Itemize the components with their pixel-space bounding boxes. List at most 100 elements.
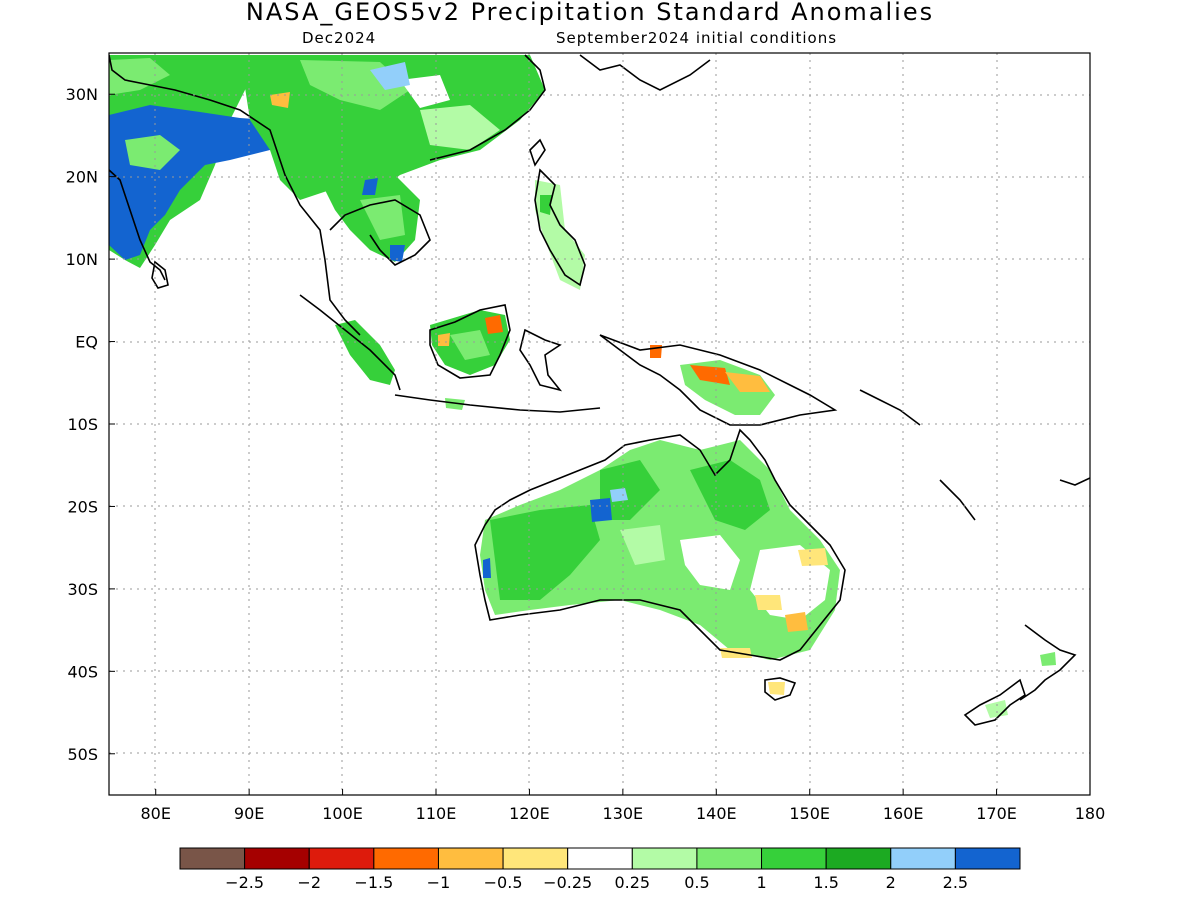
legend-swatch	[761, 847, 827, 870]
legend-swatch	[567, 847, 633, 870]
latitude-label: 30S	[67, 580, 98, 599]
legend-swatch	[437, 847, 504, 870]
legend-swatch	[373, 847, 439, 870]
coast-sri-lanka	[151, 260, 169, 289]
legend-swatch	[696, 847, 763, 870]
legend-label: −2	[297, 873, 321, 892]
anomaly-area	[540, 195, 552, 215]
anomaly-area	[600, 460, 660, 520]
coast-asia-mainland	[109, 54, 361, 336]
color-legend: −2.5 −2 −1.5 −1 −0.5 −0.25 0.25 0.5 1 1.5 2 2.5	[179, 847, 1021, 892]
anomaly-area	[798, 548, 828, 566]
legend-label: 2.5	[943, 873, 968, 892]
coast-borneo	[429, 304, 511, 379]
longitude-label: 170E	[976, 804, 1017, 823]
longitude-label: 180	[1075, 804, 1106, 823]
anomaly-area	[362, 178, 378, 195]
coast-java	[394, 394, 601, 413]
longitude-label: 150E	[789, 804, 830, 823]
legend-swatch	[244, 847, 310, 870]
coast-japan	[579, 54, 711, 91]
latitude-label: 10S	[67, 415, 98, 434]
forecast-month: Dec2024	[302, 29, 377, 47]
anomaly-area	[768, 682, 785, 695]
legend-label: 0.5	[684, 873, 709, 892]
anomaly-area	[450, 330, 490, 360]
anomaly-area	[690, 365, 730, 385]
anomaly-area	[400, 75, 450, 108]
coast-taiwan	[529, 138, 546, 167]
anomaly-area	[620, 525, 665, 565]
legend-swatch	[502, 847, 569, 870]
initial-conditions: September2024 initial conditions	[556, 29, 838, 47]
longitude-labels: 80E 90E 100E 110E 120E 130E 140E 150E 160E 170E 18…	[140, 804, 1105, 823]
coast-new-zealand-south	[963, 678, 1026, 726]
coast-sulawesi	[519, 328, 563, 392]
coast-tasmania	[764, 677, 797, 701]
map-title: NASA_GEOS5v2 Precipitation Standard Anom…	[245, 0, 935, 26]
anomaly-area	[370, 62, 410, 90]
legend-label: 1	[756, 873, 766, 892]
anomaly-area	[483, 558, 491, 578]
coast-sumatra	[299, 294, 401, 391]
anomaly-area	[125, 135, 180, 170]
longitude-label: 90E	[234, 804, 264, 823]
coast-solomons	[859, 389, 921, 426]
legend-label: −1.5	[354, 873, 393, 892]
anomaly-area	[490, 505, 600, 600]
coast-philippines	[534, 168, 586, 287]
legend-swatch	[631, 847, 698, 870]
legend-label: −0.5	[484, 873, 523, 892]
coast-indochina	[329, 199, 431, 266]
anomaly-area	[420, 105, 500, 150]
longitude-label: 100E	[322, 804, 363, 823]
coast-vanuatu	[939, 479, 976, 521]
longitude-label: 120E	[509, 804, 550, 823]
legend-swatch	[890, 847, 956, 870]
legend-label: 1.5	[813, 873, 838, 892]
anomaly-area	[390, 245, 405, 262]
anomaly-area	[1040, 652, 1056, 666]
legend-label: 0.25	[614, 873, 650, 892]
anomaly-area	[438, 333, 450, 346]
legend-swatch	[179, 847, 246, 870]
anomaly-area	[985, 700, 1008, 718]
anomaly-area	[610, 488, 628, 502]
longitude-label: 80E	[140, 804, 170, 823]
coastlines	[109, 54, 1090, 726]
anomaly-area	[725, 372, 770, 392]
coast-new-zealand-north	[1019, 624, 1077, 701]
anomaly-fields	[109, 55, 1056, 718]
coast-india-east	[109, 169, 166, 281]
legend-label: −1	[427, 873, 451, 892]
latitude-label: 40S	[67, 662, 98, 681]
longitude-ticks	[155, 789, 1091, 795]
latitude-label: 30N	[66, 85, 98, 104]
anomaly-area	[445, 398, 465, 410]
latitude-ticks	[109, 93, 115, 755]
anomaly-area	[590, 498, 612, 522]
anomaly-area	[485, 315, 503, 334]
latitude-label: 20N	[66, 168, 98, 187]
anomaly-area	[270, 92, 290, 108]
coast-australia	[474, 428, 846, 661]
anomaly-area	[335, 320, 395, 385]
anomaly-area	[785, 612, 808, 632]
anomaly-area	[755, 595, 782, 610]
latitude-label: 10N	[66, 250, 98, 269]
legend-label: −2.5	[225, 873, 264, 892]
latitude-label: 20S	[67, 497, 98, 516]
legend-swatch	[308, 847, 375, 870]
legend-swatch	[825, 847, 892, 870]
latitude-label: 50S	[67, 745, 98, 764]
anomaly-area	[360, 195, 405, 240]
coast-china	[429, 54, 546, 161]
longitude-label: 160E	[883, 804, 924, 823]
longitude-label: 140E	[696, 804, 737, 823]
anomaly-area	[690, 460, 770, 530]
latitude-label: EQ	[75, 333, 98, 352]
latitude-labels: 30N 20N 10N EQ 10S 20S 30S 40S 50S	[66, 85, 98, 764]
legend-label: 2	[886, 873, 896, 892]
anomaly-area	[240, 55, 545, 200]
